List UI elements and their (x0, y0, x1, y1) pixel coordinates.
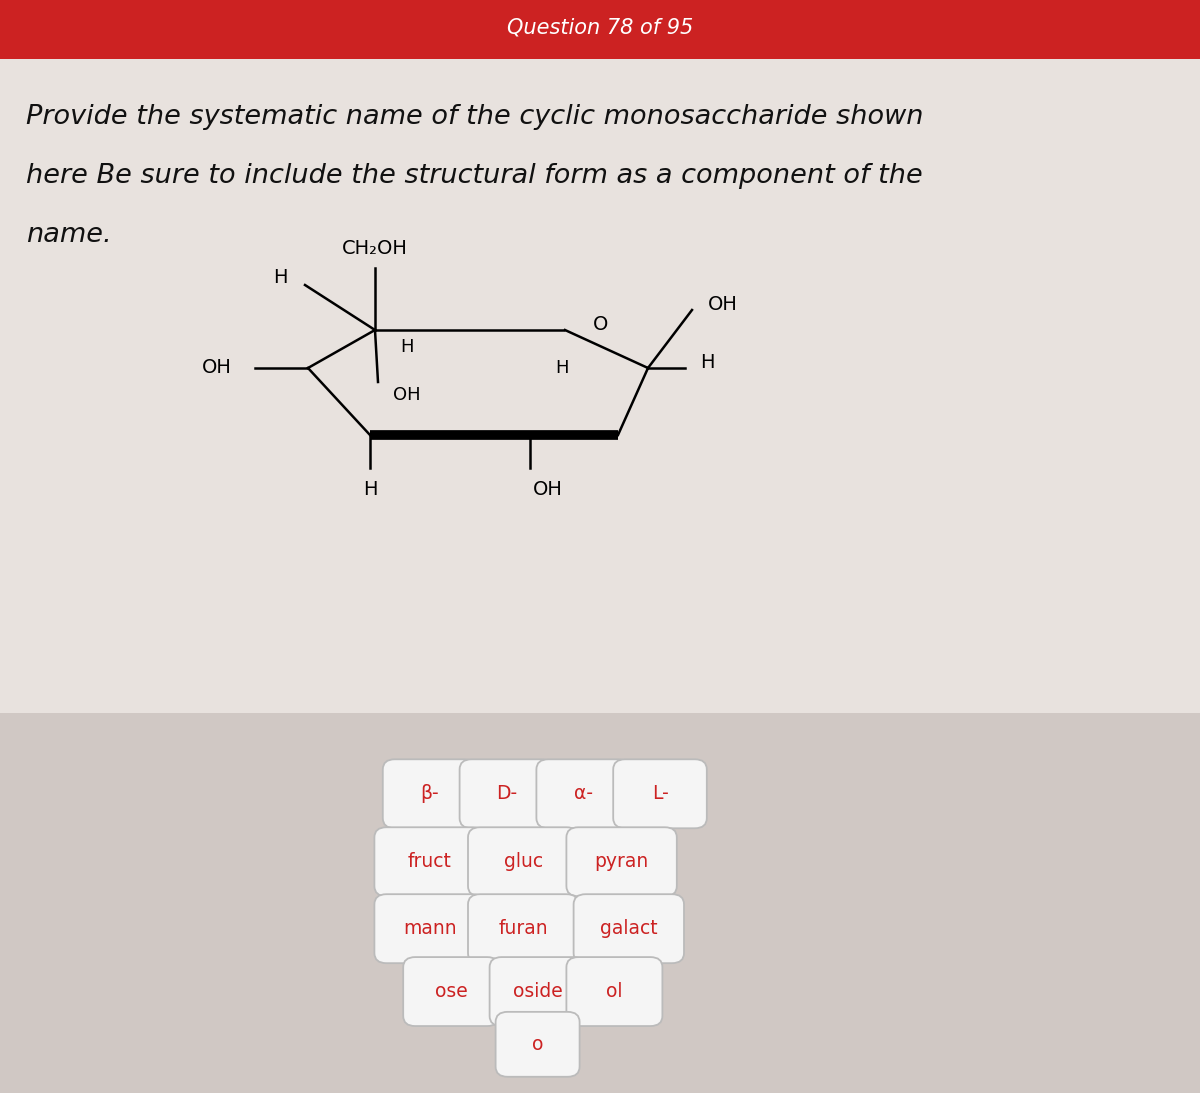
FancyBboxPatch shape (496, 1012, 580, 1077)
FancyBboxPatch shape (374, 894, 485, 963)
Text: H: H (274, 269, 288, 287)
Text: here Be sure to include the structural form as a component of the: here Be sure to include the structural f… (26, 163, 923, 189)
Text: L-: L- (652, 785, 668, 803)
Text: OH: OH (708, 295, 738, 315)
Text: galact: galact (600, 919, 658, 938)
Text: H: H (400, 338, 414, 356)
Polygon shape (0, 59, 1200, 79)
FancyBboxPatch shape (490, 957, 586, 1026)
FancyBboxPatch shape (383, 760, 476, 828)
Polygon shape (0, 0, 1200, 59)
Text: OH: OH (202, 359, 232, 377)
Text: OH: OH (394, 386, 421, 404)
FancyBboxPatch shape (460, 760, 553, 828)
Bar (0, 713, 1200, 1093)
Text: furan: furan (498, 919, 548, 938)
Text: ol: ol (606, 983, 623, 1001)
Text: O: O (593, 316, 608, 334)
Text: H: H (700, 353, 714, 372)
FancyBboxPatch shape (536, 760, 630, 828)
Text: OH: OH (533, 480, 563, 500)
Text: Question 78 of 95: Question 78 of 95 (506, 17, 694, 37)
Text: mann: mann (403, 919, 456, 938)
Text: Provide the systematic name of the cyclic monosaccharide shown: Provide the systematic name of the cycli… (26, 104, 924, 130)
Text: α-: α- (574, 785, 593, 803)
FancyBboxPatch shape (403, 957, 499, 1026)
Text: H: H (556, 359, 569, 377)
Text: fruct: fruct (408, 853, 451, 871)
Text: name.: name. (26, 222, 112, 248)
FancyBboxPatch shape (566, 957, 662, 1026)
Text: gluc: gluc (504, 853, 542, 871)
FancyBboxPatch shape (613, 760, 707, 828)
FancyBboxPatch shape (468, 894, 578, 963)
FancyBboxPatch shape (566, 827, 677, 896)
Text: oside: oside (512, 983, 563, 1001)
Text: β-: β- (420, 785, 439, 803)
FancyBboxPatch shape (468, 827, 578, 896)
Text: ose: ose (434, 983, 468, 1001)
Text: H: H (362, 480, 377, 500)
FancyBboxPatch shape (574, 894, 684, 963)
Text: D-: D- (496, 785, 517, 803)
FancyBboxPatch shape (374, 827, 485, 896)
Text: pyran: pyran (594, 853, 649, 871)
Text: o: o (532, 1035, 544, 1054)
Text: CH₂OH: CH₂OH (342, 239, 408, 258)
